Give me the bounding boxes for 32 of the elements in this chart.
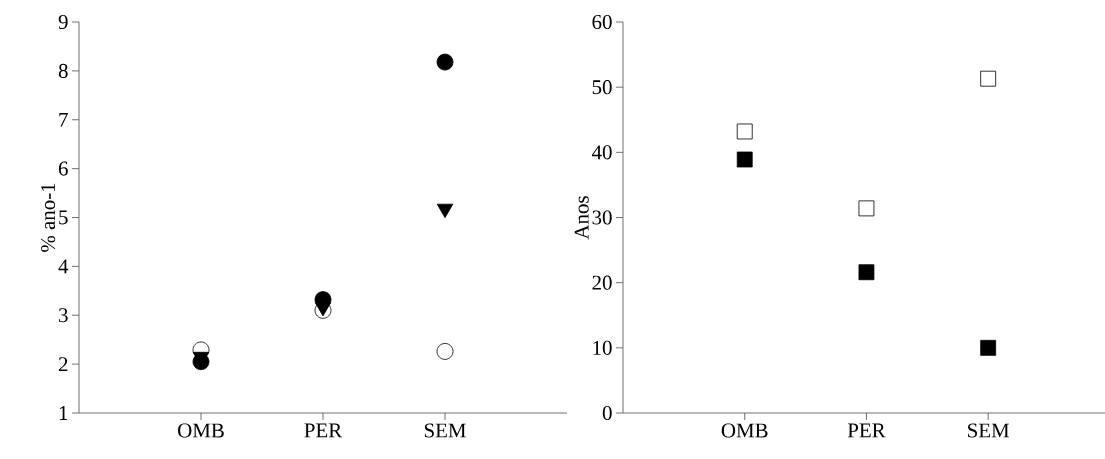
- x-tick-label: SEM: [424, 423, 466, 438]
- y-tick-label: 9: [58, 14, 68, 30]
- y-tick-label: 10: [593, 340, 612, 355]
- y-tick-label: 3: [59, 308, 68, 323]
- point: [436, 343, 454, 360]
- y-tick-label: 5: [59, 210, 68, 225]
- y-tick-label: 4: [58, 259, 69, 274]
- x-tick-label: OMB: [721, 423, 768, 438]
- y-tick-label: 0: [602, 405, 612, 421]
- y-tick-label: 30: [592, 210, 612, 225]
- y-axis-title: % ano-1: [41, 183, 56, 252]
- y-tick-label: 1: [59, 406, 68, 420]
- y-tick-label: 8: [58, 63, 68, 78]
- y-tick-label: 20: [592, 275, 612, 290]
- y-tick-label: 2: [58, 357, 68, 372]
- point: [736, 123, 753, 140]
- y-tick-label: 60: [592, 14, 612, 30]
- point: [980, 339, 997, 356]
- point: [736, 151, 753, 168]
- point: [858, 264, 875, 281]
- point: [436, 53, 454, 71]
- y-tick-label: 40: [591, 145, 612, 160]
- y-axis-title: Anos: [574, 196, 589, 240]
- x-tick-label: PER: [847, 423, 886, 438]
- point: [980, 70, 997, 87]
- x-tick-label: OMB: [178, 423, 224, 438]
- y-tick-label: 50: [592, 80, 612, 95]
- x-tick-label: PER: [304, 423, 343, 438]
- y-tick-label: 6: [58, 161, 68, 176]
- x-tick-label: SEM: [968, 423, 1010, 438]
- y-tick-label: 7: [59, 112, 68, 127]
- point: [858, 200, 875, 217]
